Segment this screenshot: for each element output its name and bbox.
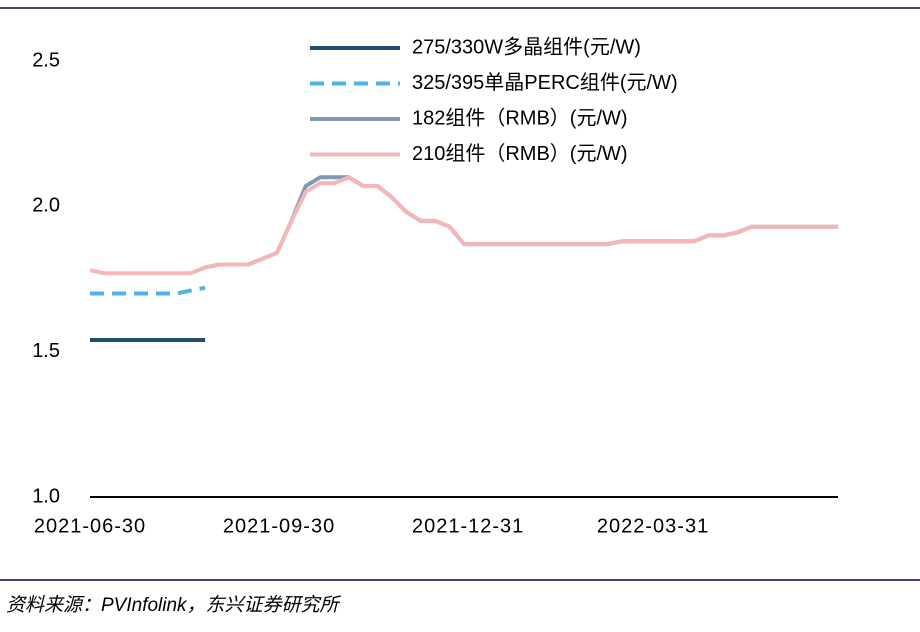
y-tick-label: 2.5	[32, 49, 60, 71]
legend-label: 275/330W多晶组件(元/W)	[412, 35, 641, 58]
series-line	[204, 175, 838, 270]
legend-label: 182组件（RMB）(元/W)	[412, 106, 628, 129]
x-tick-label: 2021-12-31	[412, 515, 524, 537]
series-line	[90, 285, 206, 296]
y-tick-label: 1.0	[32, 485, 60, 507]
legend-label: 210组件（RMB）(元/W)	[412, 142, 628, 165]
legend-label: 325/395单晶PERC组件(元/W)	[412, 71, 678, 94]
x-tick-label: 2022-03-31	[597, 515, 709, 537]
x-tick-label: 2021-06-30	[34, 515, 146, 537]
series-line	[89, 175, 838, 276]
source-note: 资料来源：PVInfolink，东兴证券研究所	[6, 594, 342, 616]
x-tick-label: 2021-09-30	[223, 515, 335, 537]
y-tick-label: 2.0	[32, 195, 60, 217]
y-tick-label: 1.5	[32, 340, 60, 362]
